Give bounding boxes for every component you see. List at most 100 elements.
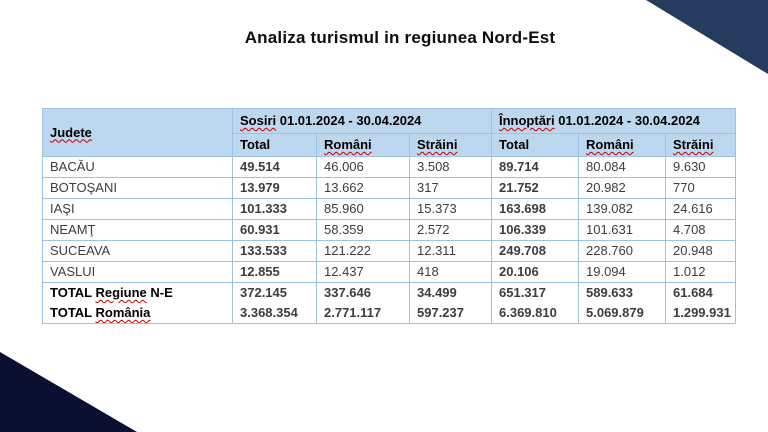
header-group-sosiri: Sosiri 01.01.2024 - 30.04.2024 <box>232 108 492 134</box>
header-row-groups: Judete Sosiri 01.01.2024 - 30.04.2024 Înno… <box>42 108 736 157</box>
spellcheck-word: Înnoptări <box>499 113 555 128</box>
spellcheck-word: Sosiri <box>240 113 277 128</box>
text-part: IAŞI <box>50 201 75 216</box>
value-cell: 589.633 <box>578 282 666 303</box>
value-cell: 2.771.117 <box>316 303 410 324</box>
text-part: TOTAL <box>50 305 96 320</box>
county-cell: SUCEAVA <box>42 240 233 262</box>
value-cell: 101.631 <box>578 219 666 241</box>
county-cell: TOTAL România <box>42 303 233 324</box>
slide-title: Analiza turismul in regiunea Nord-Est <box>244 28 556 47</box>
value-cell: 46.006 <box>316 156 410 178</box>
text-part: SUCEAVA <box>50 243 111 258</box>
county-cell: BACĂU <box>42 156 233 178</box>
county-cell: NEAMŢ <box>42 219 233 241</box>
table-row: NEAMŢ 60.931 58.359 2.572 106.339 101.631 4.70… <box>42 219 736 241</box>
header-row-subcolumns: Total Români Străini Total Români Străini <box>43 133 736 157</box>
value-cell: 228.760 <box>578 240 666 262</box>
table-body: BACĂU 49.514 46.006 3.508 89.714 80.084 9.630 B… <box>42 156 736 324</box>
county-cell: IAŞI <box>42 198 233 220</box>
value-cell: 1.299.931 <box>665 303 736 324</box>
spellcheck-word: Români <box>324 137 372 152</box>
value-cell: 85.960 <box>316 198 410 220</box>
spellcheck-word: Români <box>586 137 634 152</box>
header-group-innoptari: Înnoptări 01.01.2024 - 30.04.2024 <box>491 108 736 134</box>
value-cell: 89.714 <box>491 156 579 178</box>
value-cell: 20.948 <box>665 240 736 262</box>
value-cell: 101.333 <box>232 198 317 220</box>
value-cell: 5.069.879 <box>578 303 666 324</box>
table-head: Judete Sosiri 01.01.2024 - 30.04.2024 Înno… <box>42 108 736 157</box>
value-cell: 13.979 <box>232 177 317 199</box>
value-cell: 121.222 <box>316 240 410 262</box>
value-cell: 61.684 <box>665 282 736 303</box>
subheader-2: Străini <box>409 133 492 157</box>
value-cell: 80.084 <box>578 156 666 178</box>
subheader-1: Români <box>316 133 410 157</box>
value-cell: 49.514 <box>232 156 317 178</box>
county-cell: BOTOŞANI <box>42 177 233 199</box>
value-cell: 337.646 <box>316 282 410 303</box>
text-part: Total <box>499 137 530 152</box>
county-cell: VASLUI <box>42 261 233 283</box>
value-cell: 13.662 <box>316 177 410 199</box>
value-cell: 3.368.354 <box>232 303 317 324</box>
subheader-5: Străini <box>665 133 736 157</box>
value-cell: 139.082 <box>578 198 666 220</box>
header-judete: Judete <box>42 108 233 157</box>
text-part: BOTOŞANI <box>50 180 117 195</box>
text-part: Total <box>240 137 271 152</box>
table-row: BACĂU 49.514 46.006 3.508 89.714 80.084 9.630 <box>42 156 736 178</box>
text-part: 01.01.2024 - 30.04.2024 <box>276 113 422 128</box>
subheader-4: Români <box>578 133 666 157</box>
value-cell: 19.094 <box>578 261 666 283</box>
value-cell: 20.982 <box>578 177 666 199</box>
text-part: BACĂU <box>50 159 95 174</box>
table-row: TOTAL România 3.368.354 2.771.117 597.237 6.… <box>42 303 736 324</box>
text-part: TOTAL <box>50 285 96 300</box>
value-cell: 12.855 <box>232 261 317 283</box>
table-row: TOTAL Regiune N-E 372.145 337.646 34.499 651… <box>42 282 736 303</box>
text-part: NEAMŢ <box>50 222 96 237</box>
value-cell: 106.339 <box>491 219 579 241</box>
table-row: IAŞI 101.333 85.960 15.373 163.698 139.082 24.… <box>42 198 736 220</box>
value-cell: 1.012 <box>665 261 736 283</box>
value-cell: 163.698 <box>491 198 579 220</box>
county-cell: TOTAL Regiune N-E <box>42 282 233 303</box>
value-cell: 12.437 <box>316 261 410 283</box>
table-row: VASLUI 12.855 12.437 418 20.106 19.094 1.012 <box>42 261 736 283</box>
value-cell: 6.369.810 <box>491 303 579 324</box>
value-cell: 20.106 <box>491 261 579 283</box>
subheader-0: Total <box>232 133 317 157</box>
value-cell: 133.533 <box>232 240 317 262</box>
value-cell: 770 <box>665 177 736 199</box>
value-cell: 24.616 <box>665 198 736 220</box>
spellcheck-word: România <box>95 305 151 320</box>
value-cell: 418 <box>409 261 492 283</box>
text-part: N-E <box>146 285 173 300</box>
value-cell: 317 <box>409 177 492 199</box>
spellcheck-word: Judete <box>50 124 92 140</box>
value-cell: 2.572 <box>409 219 492 241</box>
spellcheck-word: Străini <box>673 137 714 152</box>
value-cell: 372.145 <box>232 282 317 303</box>
table-row: SUCEAVA 133.533 121.222 12.311 249.708 228.76… <box>42 240 736 262</box>
subheader-3: Total <box>491 133 579 157</box>
value-cell: 58.359 <box>316 219 410 241</box>
value-cell: 597.237 <box>409 303 492 324</box>
spellcheck-word: Străini <box>417 137 458 152</box>
value-cell: 9.630 <box>665 156 736 178</box>
tourism-table: Judete Sosiri 01.01.2024 - 30.04.2024 Înno… <box>42 108 736 324</box>
value-cell: 60.931 <box>232 219 317 241</box>
spellcheck-word: Regiune <box>95 285 147 300</box>
text-part: 01.01.2024 - 30.04.2024 <box>554 113 700 128</box>
value-cell: 651.317 <box>491 282 579 303</box>
value-cell: 34.499 <box>409 282 492 303</box>
value-cell: 4.708 <box>665 219 736 241</box>
table-row: BOTOŞANI 13.979 13.662 317 21.752 20.982 770 <box>42 177 736 199</box>
value-cell: 249.708 <box>491 240 579 262</box>
value-cell: 15.373 <box>409 198 492 220</box>
corner-triangle-bottom-left <box>0 352 137 432</box>
text-part: VASLUI <box>50 264 96 279</box>
value-cell: 12.311 <box>409 240 492 262</box>
